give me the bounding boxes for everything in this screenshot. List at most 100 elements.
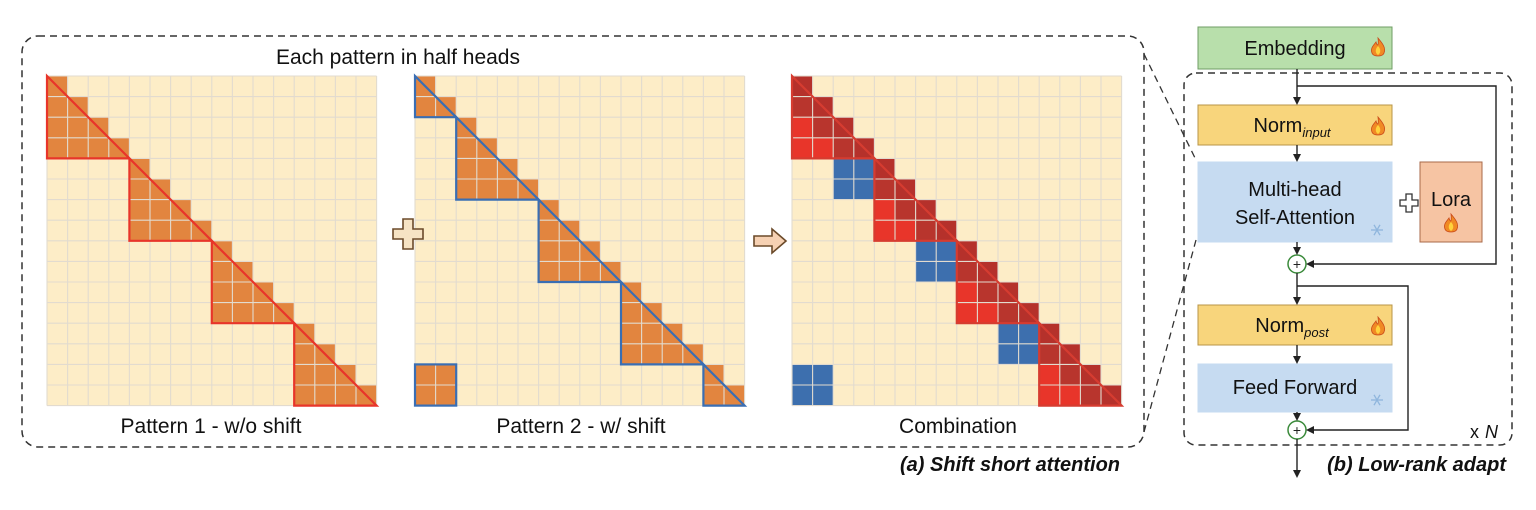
residual-sum-symbol-1: +: [1293, 256, 1301, 272]
block-outline: [45, 73, 133, 160]
block-outline: [537, 196, 624, 284]
low-rank-adapt-caption: (b) Low-rank adapt: [1327, 454, 1507, 476]
block-outline: [702, 361, 748, 407]
panel-header: Each pattern in half heads: [276, 46, 520, 69]
attention-cell: [456, 179, 477, 200]
attention-cell: [47, 117, 68, 138]
snowflake-icon: [1371, 224, 1383, 236]
attention-cell: [435, 385, 457, 406]
zoom-connector-top: [1143, 53, 1197, 161]
norm-input-label: Norminput: [1253, 115, 1331, 140]
attention-cell: [662, 343, 683, 365]
attention-cell: [1039, 343, 1060, 365]
flame-icon: [1444, 212, 1459, 233]
attention-cell: [792, 385, 813, 406]
attention-cell: [253, 302, 274, 324]
attention-cell: [538, 240, 560, 262]
attention-cell: [435, 364, 457, 385]
self-attention-line2: Self-Attention: [1235, 207, 1355, 229]
attention-cell: [792, 364, 813, 385]
attention-cell: [1018, 323, 1040, 344]
feed-forward-box: [1197, 363, 1393, 413]
attention-cell: [833, 158, 854, 179]
lora-plus-icon: [1399, 193, 1419, 213]
attention-cell: [314, 385, 336, 406]
attention-cell: [538, 261, 560, 282]
attention-cell: [170, 220, 192, 241]
attention-cell: [915, 240, 937, 262]
attention-cell: [812, 364, 834, 385]
block-outline: [619, 279, 707, 366]
pattern2-label: Pattern 2 - w/ shift: [496, 415, 665, 438]
attention-cell: [833, 179, 854, 200]
attention-cell: [621, 343, 642, 365]
pattern1-grid: [45, 73, 380, 407]
attention-cell: [915, 261, 937, 282]
combination-grid: [790, 73, 1125, 407]
block-outline: [955, 238, 1042, 325]
attention-cell: [150, 220, 171, 241]
attention-cell: [129, 179, 150, 200]
attention-cell: [211, 282, 233, 303]
norm-input-subscript: input: [1302, 125, 1332, 140]
combination-label: Combination: [899, 415, 1017, 438]
snowflake-icon: [1371, 394, 1383, 406]
block-outlines: [413, 73, 748, 407]
attention-cell: [703, 385, 724, 406]
attention-cell: [792, 117, 813, 138]
right-arrow-icon: [753, 227, 788, 255]
block-outlines: [790, 73, 1125, 407]
norm-input-base: Norm: [1253, 115, 1302, 137]
attention-cell: [294, 385, 315, 406]
attention-cell: [211, 302, 233, 324]
attention-cell: [874, 220, 895, 241]
transformer-block-border: [1183, 72, 1513, 446]
attention-cell: [977, 302, 998, 324]
attention-cell: [853, 179, 875, 200]
attention-cell: [956, 261, 978, 282]
attention-cell: [621, 323, 642, 344]
attention-cell: [812, 117, 834, 138]
attention-cell: [476, 179, 498, 200]
attention-cell: [294, 364, 315, 385]
attention-cell: [956, 302, 978, 324]
attention-cell: [621, 302, 642, 324]
pattern2-grid: [413, 73, 748, 407]
attention-cell: [936, 261, 957, 282]
norm-input-box: [1197, 104, 1393, 146]
norm-post-label: Normpost: [1255, 315, 1330, 340]
attention-cell: [812, 385, 834, 406]
attention-cell: [641, 323, 663, 344]
flame-icon: [1371, 115, 1386, 136]
embedding-label: Embedding: [1244, 38, 1345, 60]
plus-icon: [392, 218, 424, 250]
attention-cell: [956, 282, 978, 303]
attention-cell: [812, 137, 834, 159]
attention-cell: [129, 220, 150, 241]
flow-arrows: [1293, 69, 1497, 478]
attention-cell: [456, 158, 477, 179]
shift-attention-caption: (a) Shift short attention: [900, 454, 1120, 476]
attention-cell: [1059, 364, 1081, 385]
attention-cell: [833, 137, 854, 159]
attention-cell: [792, 137, 813, 159]
attention-cell: [415, 385, 436, 406]
attention-cell: [232, 282, 253, 303]
block-outlines: [45, 73, 380, 407]
self-attention-line1: Multi-head: [1248, 179, 1341, 201]
residual-sum-symbol-2: +: [1293, 422, 1301, 438]
attention-cell: [1080, 385, 1101, 406]
block-outline: [1038, 320, 1125, 407]
attention-cell: [314, 364, 336, 385]
pattern1-label: Pattern 1 - w/o shift: [121, 415, 302, 438]
repeat-prefix: x: [1470, 422, 1479, 442]
attention-cell: [998, 302, 1019, 324]
attention-cell: [67, 117, 89, 138]
flame-icon: [1371, 315, 1386, 336]
attention-cell: [476, 158, 498, 179]
shift-attention-panel-border: [21, 35, 1145, 448]
attention-cell: [998, 343, 1019, 365]
attention-cell: [895, 199, 916, 221]
block-outline: [413, 73, 459, 119]
